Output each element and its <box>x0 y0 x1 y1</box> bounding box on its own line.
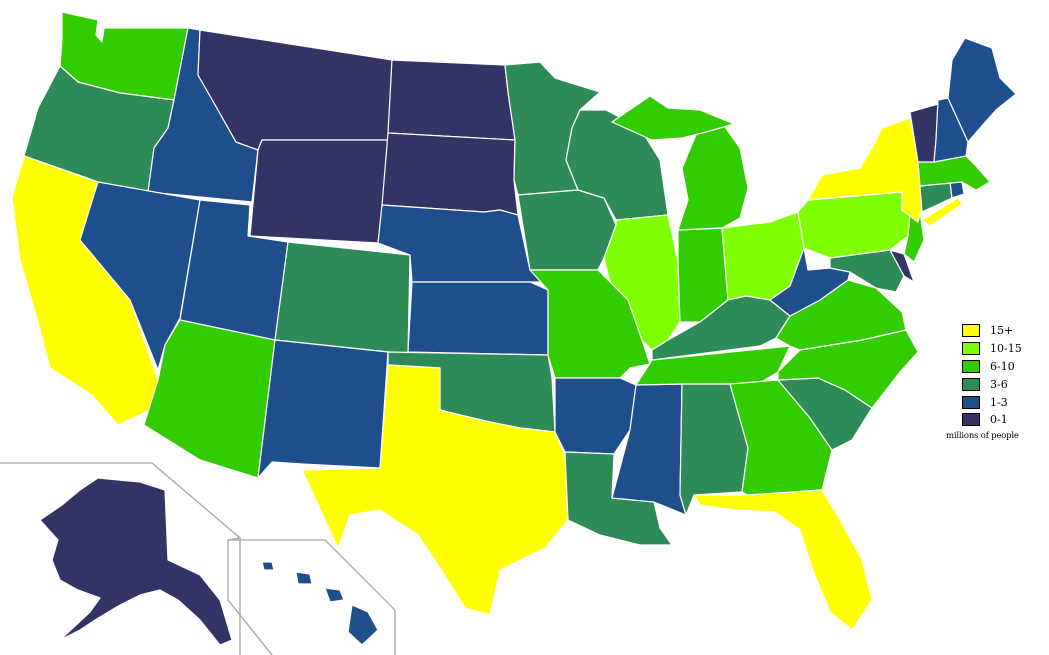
legend-swatch <box>962 342 980 356</box>
state-colorado[interactable] <box>274 241 411 355</box>
legend-label: 3-6 <box>990 377 1008 391</box>
state-arkansas[interactable] <box>554 377 637 455</box>
state-maine[interactable] <box>947 37 1017 143</box>
state-south-dakota[interactable] <box>381 132 519 216</box>
legend-item: 0-1 <box>962 411 1042 429</box>
state-michigan-upper[interactable] <box>611 95 735 141</box>
legend-swatch <box>962 324 980 338</box>
legend-label: 10-15 <box>990 342 1022 356</box>
state-michigan-lower[interactable] <box>677 119 749 231</box>
legend-label: 0-1 <box>990 413 1008 427</box>
state-massachusetts[interactable] <box>917 155 991 191</box>
state-florida[interactable] <box>693 489 873 631</box>
state-hawaii-oahu[interactable] <box>295 571 313 585</box>
legend: 15+ 10-15 6-10 3-6 1-3 0-1 millions of p… <box>946 322 1042 441</box>
legend-item: 3-6 <box>962 375 1042 393</box>
legend-swatch <box>962 395 980 409</box>
state-illinois[interactable] <box>603 214 681 351</box>
state-alaska[interactable] <box>39 477 233 646</box>
state-pennsylvania[interactable] <box>797 191 911 259</box>
legend-swatch <box>962 377 980 391</box>
state-new-jersey[interactable] <box>901 209 925 263</box>
legend-swatch <box>962 359 980 373</box>
legend-label: 1-3 <box>990 395 1008 409</box>
legend-label: 6-10 <box>990 359 1015 373</box>
legend-label: 15+ <box>990 324 1014 338</box>
state-louisiana[interactable] <box>564 451 673 546</box>
state-wyoming[interactable] <box>249 139 389 244</box>
state-hawaii-kauai[interactable] <box>261 561 275 571</box>
hawaii-inset-border <box>227 537 396 655</box>
legend-item: 1-3 <box>962 393 1042 411</box>
legend-item: 15+ <box>962 322 1042 340</box>
state-hawaii-maui[interactable] <box>324 587 345 603</box>
legend-item: 10-15 <box>962 340 1042 358</box>
state-rhode-island[interactable] <box>949 181 965 199</box>
state-iowa[interactable] <box>517 189 617 271</box>
state-north-dakota[interactable] <box>387 59 516 141</box>
alaska-inset-border <box>0 462 241 655</box>
state-missouri[interactable] <box>529 269 651 379</box>
legend-unit-label: millions of people <box>946 430 1019 441</box>
state-hawaii-big-island[interactable] <box>347 604 379 646</box>
state-texas[interactable] <box>301 364 569 616</box>
state-delaware[interactable] <box>889 249 915 283</box>
state-long-island[interactable] <box>921 197 963 227</box>
state-kansas[interactable] <box>407 281 549 356</box>
legend-swatch <box>962 413 980 427</box>
state-new-mexico[interactable] <box>257 339 389 479</box>
legend-item: 6-10 <box>962 358 1042 376</box>
